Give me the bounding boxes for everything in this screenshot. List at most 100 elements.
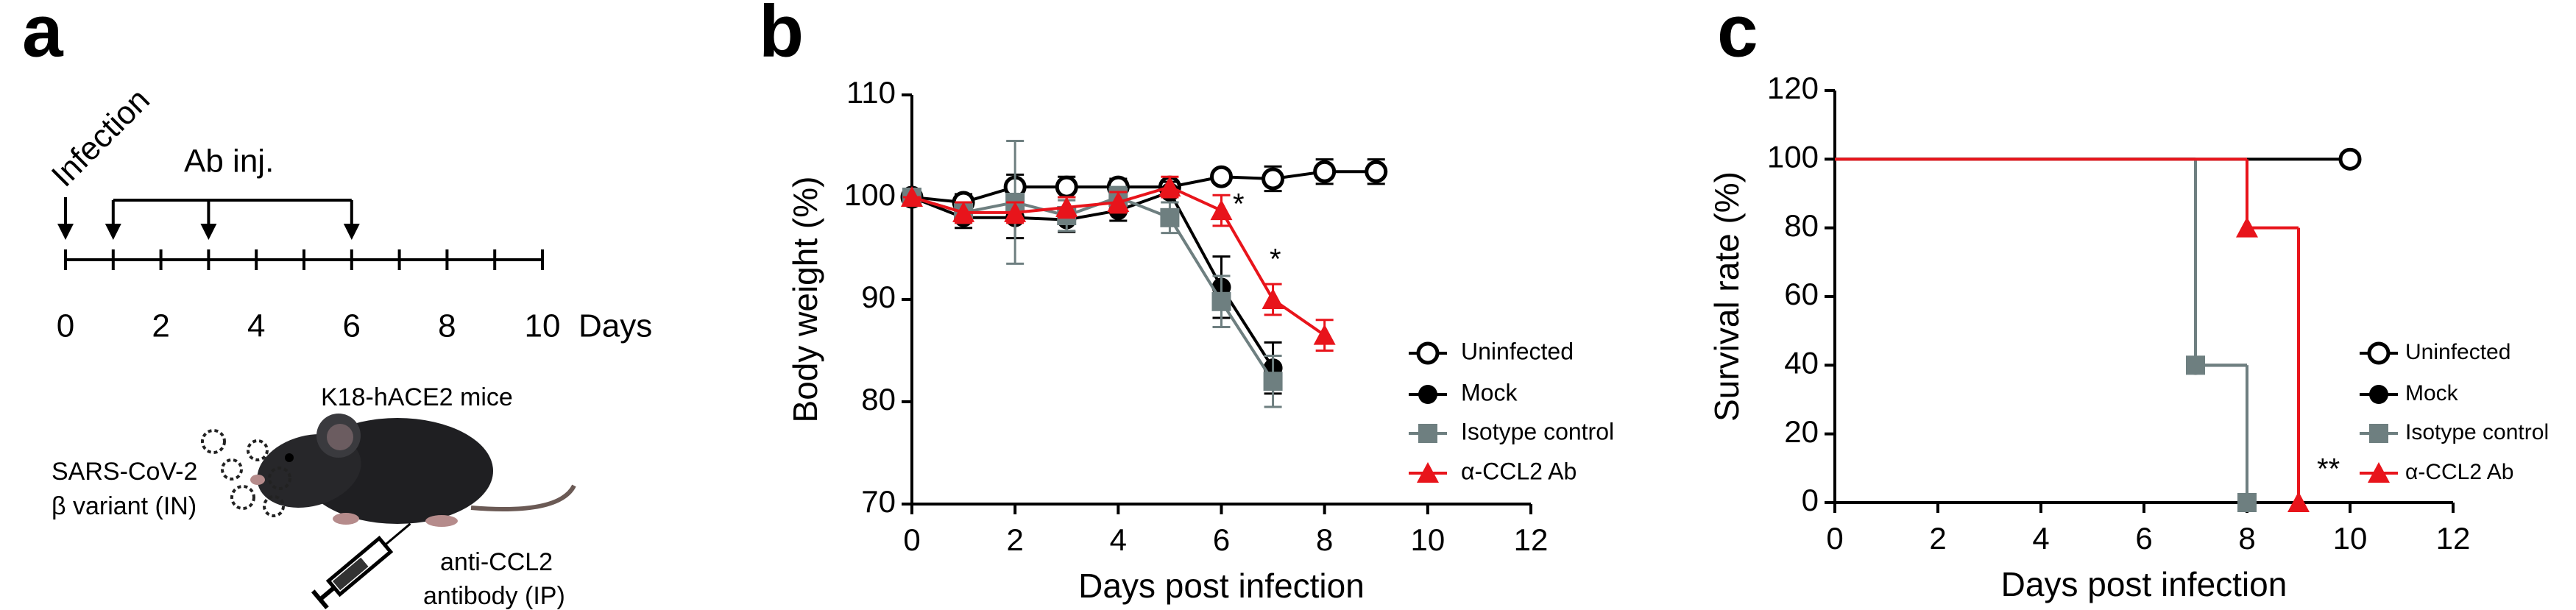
legend-marker	[2369, 424, 2388, 443]
annotation: *	[1270, 244, 1281, 276]
days-label: Days	[578, 308, 652, 344]
x-tick-label: 12	[2436, 521, 2471, 556]
data-point	[2186, 355, 2205, 375]
legend-item: α-CCL2 Ab	[2360, 460, 2513, 484]
legend-item: Mock	[2360, 381, 2459, 405]
legend-item: α-CCL2 Ab	[1409, 458, 1577, 484]
antibody-label: anti-CCL2	[440, 548, 553, 576]
y-tick-label: 120	[1767, 71, 1819, 105]
y-tick-label: 80	[861, 382, 896, 416]
virus-label: β variant (IN)	[52, 492, 197, 520]
data-point	[1160, 208, 1180, 227]
annotation: **	[2317, 453, 2340, 486]
panel-label: a	[22, 0, 64, 72]
x-tick-label: 12	[1514, 522, 1549, 557]
data-point	[1313, 160, 1337, 183]
chart-panel: c 0 20 40 60 80 100 120 0 2 4 6 8 10 12 Survival rate (…	[1708, 0, 2549, 603]
y-tick-label: 110	[846, 75, 896, 110]
timeline-tick-label: 8	[438, 308, 456, 344]
x-axis-title: Days post infection	[2001, 565, 2287, 603]
legend-marker	[2369, 385, 2388, 404]
data-point	[1107, 191, 1130, 212]
x-tick-label: 6	[2135, 521, 2152, 556]
arrow-head	[200, 224, 217, 240]
arrow	[105, 200, 121, 240]
chart-panel: b 70 80 90 100 110 0 2 4 6 8 10 12 Body weight (%) Day…	[759, 0, 1614, 605]
data-point	[1263, 372, 1283, 391]
arrow-head	[343, 224, 360, 240]
data-point	[2237, 493, 2257, 512]
data-point	[1055, 175, 1078, 199]
panel-label: b	[759, 0, 804, 72]
legend-label: Mock	[1461, 379, 1518, 405]
syringe-icon	[311, 522, 411, 610]
y-tick-label: 100	[1767, 139, 1819, 174]
panel-a: a Infection Ab inj. Days K18-hACE2 mice …	[22, 0, 652, 610]
data-point	[1210, 165, 1233, 188]
data-point	[1262, 167, 1285, 191]
panel-label: c	[1717, 0, 1758, 72]
virus-label: SARS-CoV-2	[52, 458, 197, 486]
legend-label: Isotype control	[1461, 418, 1614, 444]
data-point	[901, 186, 923, 207]
y-tick-label: 90	[861, 280, 896, 314]
legend-marker	[2368, 462, 2390, 483]
legend-marker	[1417, 462, 1439, 483]
x-tick-label: 10	[1410, 522, 1445, 557]
antibody-label: antibody (IP)	[423, 582, 565, 610]
y-tick-label: 70	[861, 484, 896, 519]
y-tick-label: 80	[1784, 208, 1819, 243]
x-tick-label: 4	[2032, 521, 2049, 556]
arrow-head	[105, 224, 121, 240]
arrow	[200, 200, 217, 240]
y-tick-label: 0	[1802, 483, 1819, 517]
y-axis-title: Survival rate (%)	[1708, 171, 1746, 422]
timeline-tick-label: 2	[152, 308, 169, 344]
legend-label: Uninfected	[2405, 340, 2510, 364]
data-point	[2287, 492, 2310, 512]
y-tick-label: 40	[1784, 345, 1819, 380]
legend-label: Uninfected	[1461, 338, 1574, 364]
legend-marker	[2367, 341, 2391, 365]
arrow-head	[57, 224, 74, 240]
legend-marker	[1418, 424, 1437, 443]
data-point	[1055, 196, 1078, 217]
injection-label: Ab inj.	[184, 143, 274, 180]
x-tick-label: 8	[1316, 522, 1333, 557]
legend-marker	[1416, 341, 1440, 365]
legend-label: Mock	[2405, 381, 2459, 405]
x-axis-title: Days post infection	[1078, 567, 1365, 605]
y-tick-label: 20	[1784, 414, 1819, 449]
data-point	[2338, 147, 2362, 171]
legend-item: Uninfected	[2360, 340, 2510, 365]
legend-item: Isotype control	[1409, 418, 1614, 444]
data-point	[1004, 201, 1027, 222]
data-point	[1158, 176, 1181, 197]
y-tick-label: 100	[844, 177, 896, 212]
legend-label: Isotype control	[2405, 420, 2549, 444]
legend-item: Mock	[1409, 379, 1518, 405]
data-point	[1210, 199, 1233, 221]
arrow	[343, 200, 360, 240]
x-tick-label: 0	[903, 522, 920, 557]
y-tick-label: 60	[1784, 277, 1819, 311]
mice-label: K18-hACE2 mice	[321, 383, 513, 411]
x-tick-label: 10	[2333, 521, 2368, 556]
data-point	[1211, 291, 1231, 311]
x-tick-label: 8	[2238, 521, 2255, 556]
legend-label: α-CCL2 Ab	[2405, 460, 2513, 484]
y-axis-title: Body weight (%)	[786, 177, 824, 423]
timeline-tick-label: 0	[57, 308, 74, 344]
legend-item: Isotype control	[2360, 420, 2549, 444]
x-tick-label: 6	[1213, 522, 1230, 557]
data-point	[1313, 324, 1336, 345]
arrow	[57, 197, 74, 240]
data-point	[1365, 160, 1388, 183]
legend-item: Uninfected	[1409, 338, 1574, 365]
x-tick-label: 0	[1826, 521, 1843, 556]
timeline-tick-label: 10	[525, 308, 561, 344]
legend-label: α-CCL2 Ab	[1461, 458, 1577, 484]
data-point	[1262, 288, 1284, 309]
x-tick-label: 2	[1929, 521, 1946, 556]
